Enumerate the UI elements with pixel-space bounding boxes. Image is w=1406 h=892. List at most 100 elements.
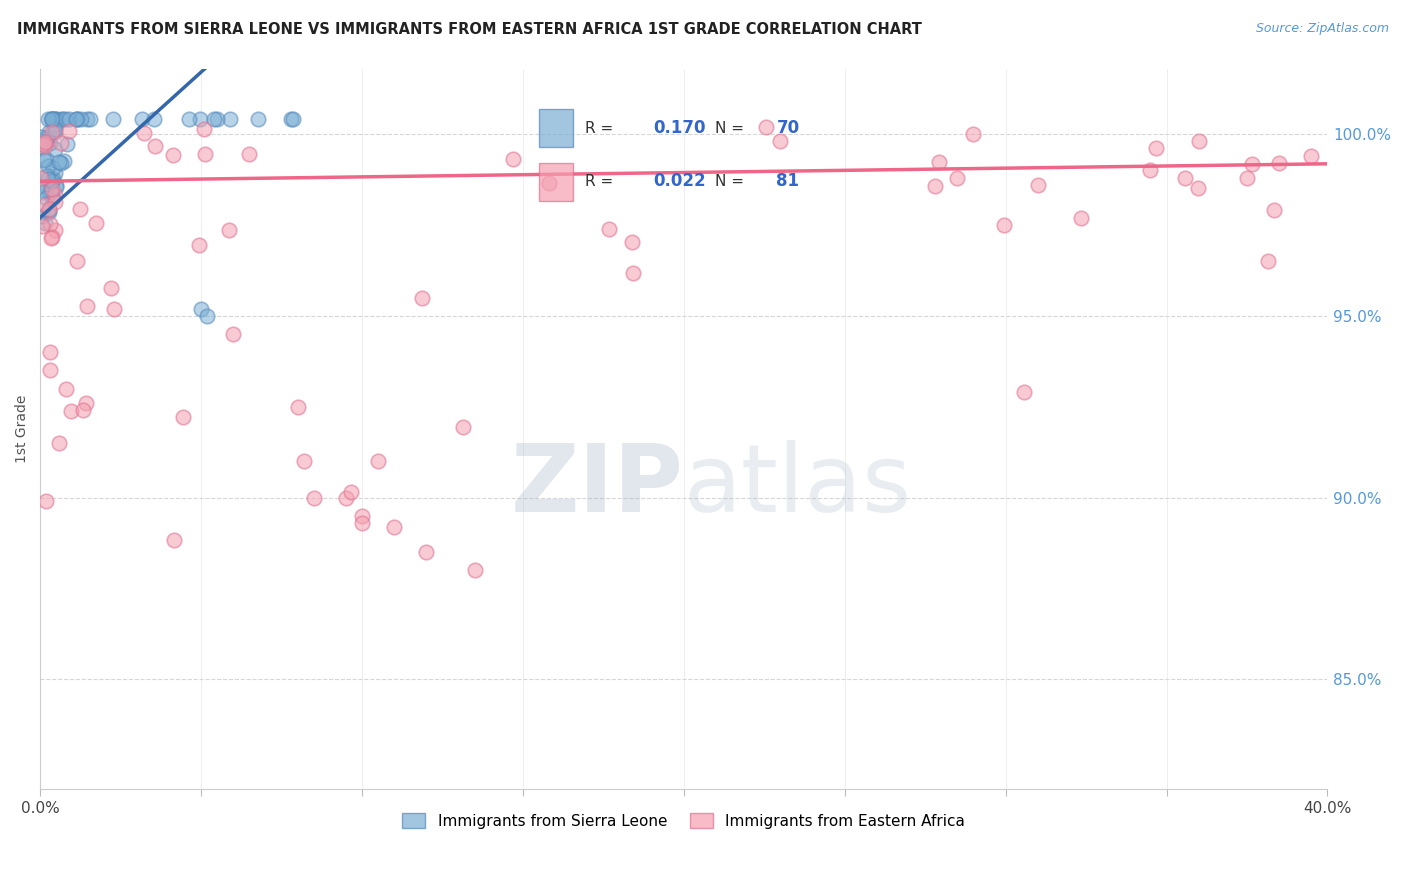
Point (34, 136, 56, 150)
Point (65, 112, 87, 127)
Point (84, 216, 107, 230)
Point (193, 121, 215, 136)
Point (194, 147, 217, 161)
Point (69, 202, 91, 217)
Point (44, 188, 66, 202)
Point (39, 231, 62, 245)
Point (302, 491, 325, 505)
Point (411, 291, 433, 305)
Point (103, 301, 125, 316)
Point (32, 131, 55, 145)
Point (42, 171, 65, 186)
Point (34, 139, 56, 153)
Point (205, 112, 228, 127)
Point (35, 191, 58, 205)
Point (39, 178, 62, 193)
Point (49, 136, 72, 150)
Text: atlas: atlas (683, 440, 912, 533)
Point (188, 112, 211, 127)
Point (58, 124, 80, 138)
Point (41, 230, 63, 244)
Point (464, 563, 486, 577)
Point (44, 112, 66, 127)
Point (143, 139, 166, 153)
Point (66, 112, 89, 127)
Point (621, 265, 644, 279)
Point (45, 112, 67, 127)
Point (162, 533, 184, 548)
Point (44, 166, 66, 180)
Point (131, 112, 153, 127)
Y-axis label: 1st Grade: 1st Grade (15, 394, 30, 463)
Point (55, 382, 77, 396)
Point (31, 219, 53, 234)
Point (38, 136, 60, 151)
Point (367, 454, 389, 468)
Point (177, 112, 200, 127)
Point (41, 112, 63, 127)
Point (537, 177, 560, 191)
Point (238, 147, 260, 161)
Point (38, 218, 60, 232)
Point (41, 125, 63, 139)
Point (38, 204, 60, 219)
Point (187, 238, 209, 252)
Point (350, 516, 373, 530)
Point (34, 198, 56, 212)
Point (37, 112, 59, 127)
Point (48, 436, 70, 450)
Point (35, 494, 58, 508)
Point (52, 153, 75, 168)
Point (287, 400, 309, 414)
Point (1070, 211, 1092, 225)
Point (38, 203, 60, 218)
Point (35, 130, 58, 145)
Point (202, 112, 225, 127)
Point (190, 301, 212, 316)
Point (41, 174, 63, 188)
Point (1144, 141, 1167, 155)
Point (48, 155, 70, 169)
Point (100, 281, 122, 295)
Point (72, 402, 94, 417)
Point (30, 184, 52, 198)
Text: ZIP: ZIP (510, 440, 683, 533)
Point (44, 112, 66, 127)
Point (1026, 178, 1049, 192)
Point (598, 221, 620, 235)
Point (620, 235, 643, 249)
Point (769, 134, 792, 148)
Point (44, 118, 66, 132)
Point (1187, 181, 1209, 195)
Point (1139, 163, 1161, 178)
Point (335, 491, 357, 505)
Point (44, 142, 66, 156)
Point (44, 223, 66, 237)
Point (66, 254, 89, 268)
Point (132, 127, 155, 141)
Point (1263, 203, 1285, 218)
Point (197, 309, 219, 323)
Point (1301, 149, 1323, 163)
Point (35, 153, 58, 167)
Point (1236, 170, 1258, 185)
Point (1257, 254, 1279, 268)
Point (1188, 134, 1211, 148)
Point (101, 112, 124, 127)
Point (30, 130, 52, 145)
Point (59, 403, 82, 417)
Point (415, 545, 437, 559)
Point (49, 112, 72, 127)
Point (45, 180, 67, 194)
Point (37, 159, 59, 173)
Point (38, 345, 60, 359)
Point (76, 112, 98, 127)
Point (30, 134, 52, 148)
Point (1241, 157, 1264, 171)
Point (56, 137, 79, 152)
Point (340, 484, 363, 499)
Point (218, 223, 240, 237)
Point (292, 454, 315, 468)
Point (31, 209, 53, 223)
Point (1268, 156, 1291, 170)
